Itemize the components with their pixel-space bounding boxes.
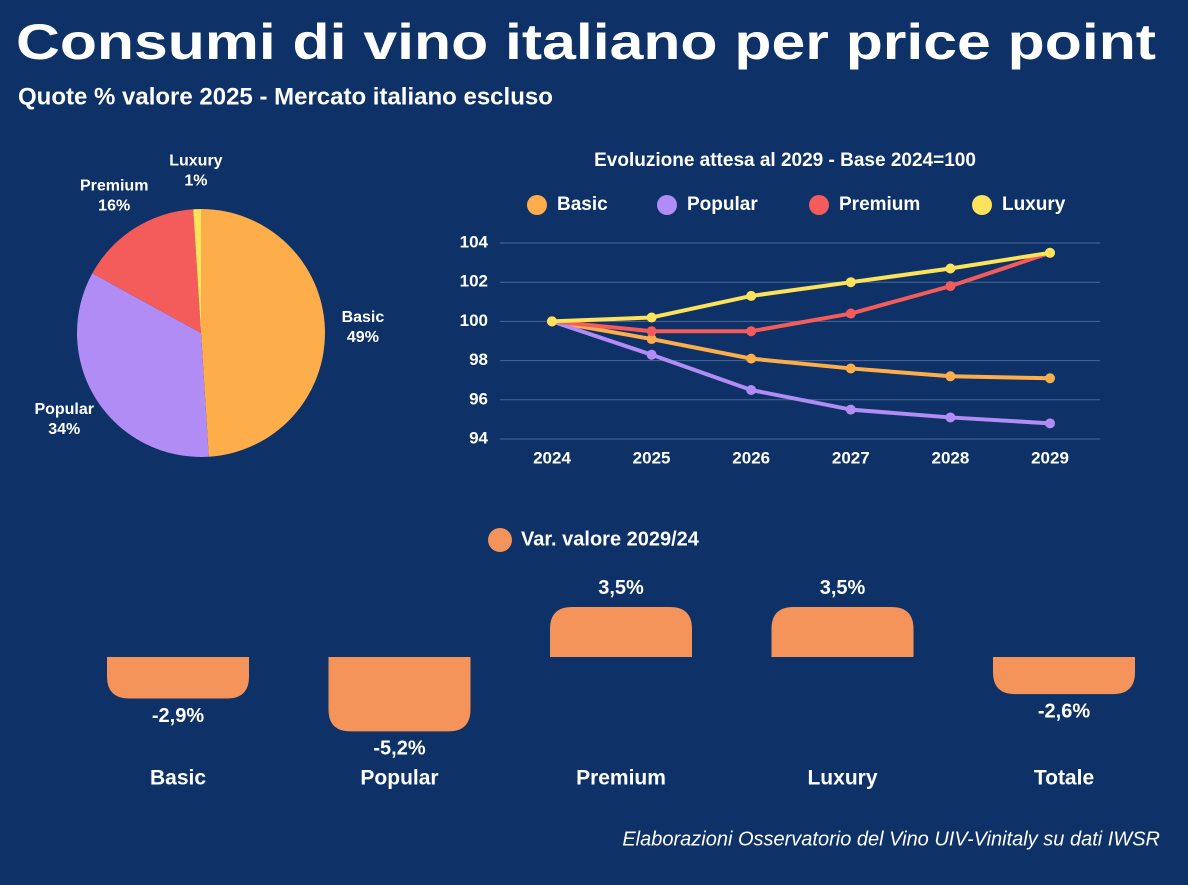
series-line (551, 250, 1051, 324)
x-tick-label: Totale (1034, 767, 1094, 790)
pie-slice (92, 209, 201, 333)
pie-label-value: 49% (347, 329, 379, 346)
x-tick-label: 2027 (832, 448, 870, 467)
pie-label-value: 16% (98, 197, 130, 214)
series-point (945, 371, 956, 382)
x-tick-label: Popular (360, 767, 438, 790)
series-point (845, 363, 856, 374)
bar (771, 606, 914, 657)
x-tick-label: 2029 (1031, 448, 1069, 467)
series-line (551, 319, 1051, 381)
legend-marker (657, 195, 677, 215)
pie-label-name: Luxury (169, 152, 222, 169)
y-tick-label: 98 (469, 350, 488, 369)
bar (550, 606, 692, 657)
x-tick-label: Premium (576, 767, 666, 790)
pie-label-name: Basic (342, 309, 385, 326)
x-tick-label: 2024 (533, 448, 571, 467)
legend-marker (527, 195, 547, 215)
legend-label: Var. valore 2029/24 (521, 528, 700, 550)
bar-value-label: 3,5% (820, 577, 866, 599)
series-point (945, 263, 956, 274)
series-point (746, 326, 757, 337)
pie-label-name: Popular (34, 401, 94, 418)
bar (993, 657, 1135, 695)
pie-slice (77, 273, 209, 457)
page-subtitle: Quote % valore 2025 - Mercato italiano e… (18, 83, 553, 110)
series-point (746, 353, 757, 364)
legend-marker (972, 195, 992, 215)
y-tick-label: 100 (460, 311, 488, 330)
bar-value-label: 3,5% (598, 577, 644, 599)
page-title: Consumi di vino italiano per price point (16, 14, 1156, 70)
series-point (746, 290, 757, 301)
series-point (746, 385, 757, 395)
legend-label: Popular (687, 194, 758, 215)
bar-value-label: -2,6% (1038, 700, 1090, 722)
line-chart-title: Evoluzione attesa al 2029 - Base 2024=10… (594, 150, 976, 171)
series-point (547, 316, 557, 327)
source-note: Elaborazioni Osservatorio del Vino UIV-V… (622, 828, 1160, 850)
series-point (945, 412, 956, 423)
series-point (646, 312, 657, 323)
pie-label-name: Premium (80, 177, 148, 194)
bar (107, 657, 249, 699)
series-point (845, 308, 856, 319)
series-point (646, 349, 657, 360)
series-line (551, 250, 1051, 334)
legend-marker (809, 195, 829, 215)
y-tick-label: 102 (460, 272, 488, 291)
pie-label-value: 34% (48, 421, 80, 438)
y-tick-label: 96 (469, 389, 488, 408)
series-point (945, 281, 956, 292)
pie-slice (201, 209, 325, 457)
x-tick-label: 2026 (732, 448, 770, 467)
pie-label-value: 1% (184, 172, 207, 189)
y-tick-label: 94 (469, 428, 488, 447)
series-point (646, 326, 657, 337)
bar (328, 657, 471, 732)
series-point (845, 277, 856, 288)
series-line (551, 319, 1051, 426)
bar-value-label: -2,9% (152, 705, 204, 727)
legend-label: Premium (839, 194, 920, 215)
legend-label: Basic (557, 194, 608, 215)
series-point (646, 334, 657, 345)
x-tick-label: 2025 (633, 448, 671, 467)
bar-value-label: -5,2% (373, 738, 425, 760)
legend-label: Luxury (1002, 194, 1066, 215)
legend-marker (488, 528, 512, 552)
series-point (1045, 247, 1055, 258)
x-tick-label: Basic (150, 767, 206, 790)
series-point (845, 404, 856, 415)
y-tick-label: 104 (460, 232, 489, 251)
x-tick-label: Luxury (807, 767, 877, 790)
pie-slice (193, 209, 201, 333)
series-point (1045, 418, 1055, 429)
series-point (1045, 373, 1055, 384)
x-tick-label: 2028 (931, 448, 969, 467)
